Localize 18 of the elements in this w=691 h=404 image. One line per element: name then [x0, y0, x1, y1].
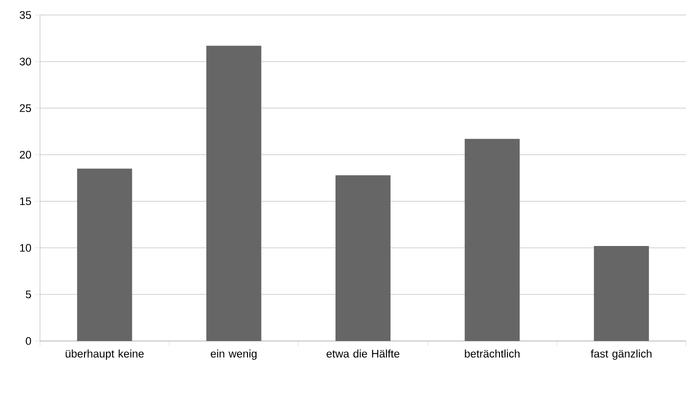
bar: [336, 175, 391, 341]
y-tick-label: 10: [20, 244, 32, 252]
y-tick-label: 20: [20, 150, 32, 159]
bar: [77, 168, 132, 341]
y-tick-label: 0: [26, 337, 32, 345]
y-tick-label: 15: [20, 197, 32, 206]
x-tick-label: etwa die Hälfte: [326, 350, 400, 358]
y-tick-label: 35: [20, 11, 32, 19]
bar: [206, 46, 262, 341]
x-tick-label: beträchtlich: [464, 350, 520, 358]
bar: [464, 138, 520, 341]
x-tick-label: überhaupt keine: [66, 350, 144, 360]
y-tick-label: 5: [26, 290, 32, 298]
y-tick-label: 30: [20, 58, 32, 66]
bar: [594, 246, 649, 341]
y-tick-label: 25: [20, 104, 32, 112]
x-tick-label: fast gänzlich: [590, 350, 652, 360]
x-tick-label: ein wenig: [210, 350, 257, 360]
